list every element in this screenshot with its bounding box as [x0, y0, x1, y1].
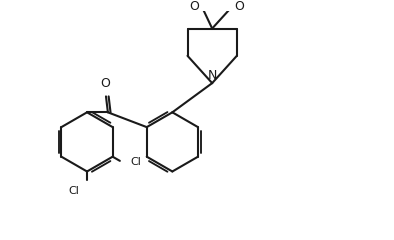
- Text: Cl: Cl: [130, 157, 141, 167]
- Text: N: N: [208, 69, 217, 82]
- Text: Cl: Cl: [68, 186, 79, 196]
- Text: O: O: [100, 77, 110, 90]
- Text: O: O: [189, 0, 199, 13]
- Text: O: O: [234, 0, 244, 13]
